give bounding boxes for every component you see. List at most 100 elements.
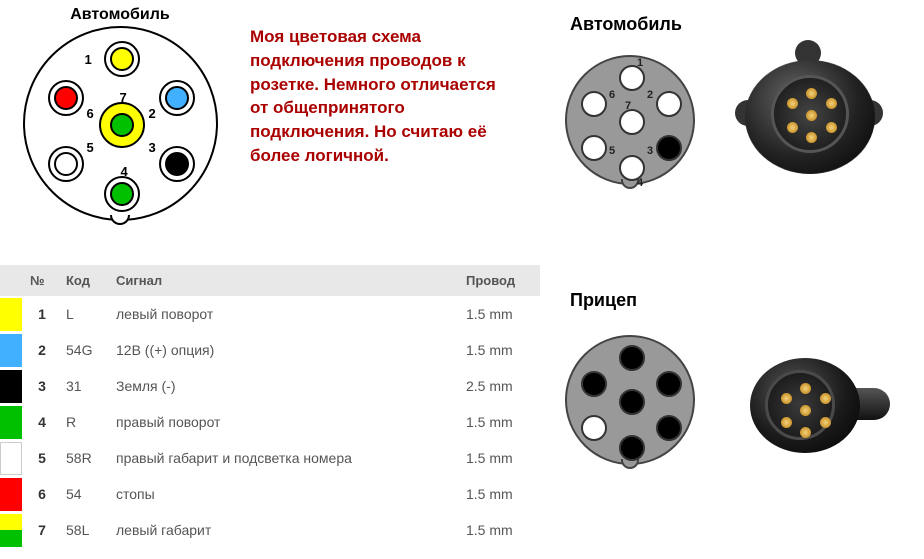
row-signal: Земля (-) [110, 368, 460, 404]
small-num-5: 5 [609, 145, 615, 157]
car-title: Автомобиль [570, 14, 682, 35]
small-num-6: 6 [609, 89, 615, 101]
row-color-swatch [0, 296, 24, 332]
top-section: Автомобиль 1 2 3 4 5 6 7 Моя цветовая схема по… [0, 0, 540, 265]
pin-4 [104, 176, 140, 212]
socket-pin-3 [826, 122, 837, 133]
row-wire: 1.5 mm [460, 512, 540, 548]
socket-pin-7 [800, 405, 811, 416]
row-signal: правый габарит и подсветка номера [110, 440, 460, 476]
small-pin-5 [581, 135, 607, 161]
small-pin-2 [656, 91, 682, 117]
row-signal: левый поворот [110, 296, 460, 332]
pin-inner-6 [54, 86, 78, 110]
small-pin-1 [619, 345, 645, 371]
pin-inner-1 [110, 47, 134, 71]
table-row: 254G12В ((+) опция)1.5 mm [0, 332, 540, 368]
small-pin-3 [581, 415, 607, 441]
row-code: 58L [60, 512, 110, 548]
table-row: 558Rправый габарит и подсветка номера1.5… [0, 440, 540, 476]
pin-6 [48, 80, 84, 116]
pin-num-5: 5 [87, 140, 94, 155]
pin-num-7: 7 [120, 90, 127, 105]
socket-pin-1 [800, 383, 811, 394]
row-color-swatch [0, 440, 24, 476]
table-row: 331Земля (-)2.5 mm [0, 368, 540, 404]
small-num-1: 1 [637, 57, 643, 69]
small-pin-2 [581, 371, 607, 397]
car-title-block: Автомобиль [570, 14, 682, 35]
socket-pin-7 [806, 110, 817, 121]
row-wire: 1.5 mm [460, 332, 540, 368]
pin-inner-4 [110, 182, 134, 206]
socket-pin-5 [787, 122, 798, 133]
pin-inner-7 [110, 113, 134, 137]
row-code: L [60, 296, 110, 332]
small-pin-7 [619, 389, 645, 415]
description-text: Моя цветовая схема подключения проводов … [250, 25, 505, 168]
row-wire: 1.5 mm [460, 440, 540, 476]
row-code: R [60, 404, 110, 440]
pin-inner-2 [165, 86, 189, 110]
pin-num-2: 2 [149, 106, 156, 121]
pin-num-3: 3 [149, 140, 156, 155]
pin-3 [159, 146, 195, 182]
small-pin-6 [656, 371, 682, 397]
left-column: Автомобиль 1234567 Моя цветовая схема по… [0, 0, 540, 559]
table-body: 1Lлевый поворот1.5 mm254G12В ((+) опция)… [0, 296, 540, 548]
small-pin-5 [656, 415, 682, 441]
row-num: 7 [24, 512, 60, 548]
th-signal: Сигнал [110, 265, 460, 296]
trailer-title-block: Прицеп [570, 290, 637, 311]
socket-photo [735, 40, 885, 185]
connector-title: Автомобиль [0, 6, 240, 24]
trailer-small-connector [565, 335, 695, 465]
small-num-4: 4 [637, 177, 643, 189]
car-small-connector: 1234567 [565, 55, 695, 185]
socket-pin-6 [787, 98, 798, 109]
socket-photo-block [735, 40, 885, 185]
row-num: 3 [24, 368, 60, 404]
row-num: 1 [24, 296, 60, 332]
row-code: 54 [60, 476, 110, 512]
socket-pin-1 [806, 88, 817, 99]
pin-5 [48, 146, 84, 182]
small-num-3: 3 [647, 145, 653, 157]
pin-7 [99, 102, 145, 148]
main-layout: Автомобиль 1234567 Моя цветовая схема по… [0, 0, 924, 559]
trailer-small-connector-block [565, 335, 695, 465]
row-num: 4 [24, 404, 60, 440]
small-pin-4 [619, 435, 645, 461]
pin-num-6: 6 [87, 106, 94, 121]
th-color [0, 265, 24, 296]
row-code: 58R [60, 440, 110, 476]
row-wire: 1.5 mm [460, 476, 540, 512]
signal-table-section: № Код Сигнал Провод 1Lлевый поворот1.5 m… [0, 265, 540, 548]
small-pin-7 [619, 109, 645, 135]
table-row: 4Rправый поворот1.5 mm [0, 404, 540, 440]
small-num-2: 2 [647, 89, 653, 101]
row-wire: 1.5 mm [460, 404, 540, 440]
th-code: Код [60, 265, 110, 296]
plug-photo-block [740, 340, 890, 470]
row-color-swatch [0, 404, 24, 440]
row-code: 54G [60, 332, 110, 368]
car-small-connector-block: 1234567 [565, 55, 695, 185]
color-connector-panel: Автомобиль 1 2 3 4 5 6 7 [0, 0, 240, 265]
connector-diagram: 1 2 3 4 5 6 7 [23, 26, 218, 221]
pin-num-1: 1 [85, 52, 92, 67]
plug-photo [740, 340, 890, 470]
row-color-swatch [0, 512, 24, 548]
row-num: 2 [24, 332, 60, 368]
pin-num-4: 4 [121, 164, 128, 179]
table-header-row: № Код Сигнал Провод [0, 265, 540, 296]
pin-inner-3 [165, 152, 189, 176]
connector-notch [110, 215, 130, 225]
socket-pin-4 [806, 132, 817, 143]
socket-pin-3 [820, 417, 831, 428]
row-wire: 2.5 mm [460, 368, 540, 404]
signal-table: № Код Сигнал Провод 1Lлевый поворот1.5 m… [0, 265, 540, 548]
table-row: 758Lлевый габарит1.5 mm [0, 512, 540, 548]
socket-pin-4 [800, 427, 811, 438]
socket-pin-2 [826, 98, 837, 109]
